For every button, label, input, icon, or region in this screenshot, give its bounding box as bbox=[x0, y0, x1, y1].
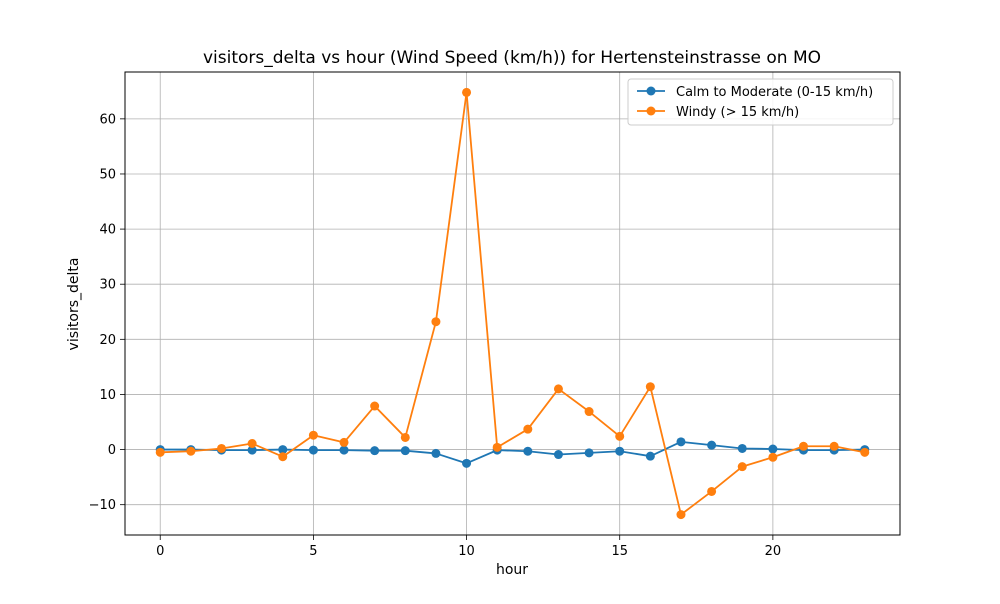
ticks: 0 5 10 15 20 −10 0 10 20 30 40 50 60 bbox=[89, 112, 782, 559]
legend-box bbox=[627, 78, 894, 126]
chart-title: visitors_delta vs hour (Wind Speed (km/h… bbox=[203, 48, 821, 68]
series-line-1 bbox=[160, 91, 865, 516]
data-point-1-20 bbox=[768, 452, 778, 462]
data-point-1-16 bbox=[645, 382, 655, 392]
data-point-1-22 bbox=[829, 441, 839, 451]
data-point-0-9 bbox=[431, 448, 441, 458]
plot-frame bbox=[124, 71, 901, 536]
data-point-0-8 bbox=[400, 446, 410, 456]
y-tick-label: 30 bbox=[99, 278, 116, 293]
y-tick-label: 10 bbox=[99, 388, 116, 403]
data-point-0-13 bbox=[553, 450, 563, 460]
data-point-0-10 bbox=[462, 458, 472, 468]
data-point-1-5 bbox=[308, 430, 318, 440]
legend-marker-calm bbox=[646, 86, 656, 96]
data-point-1-15 bbox=[615, 431, 625, 441]
data-point-1-23 bbox=[860, 447, 870, 457]
y-tick-label: 0 bbox=[108, 443, 116, 458]
data-point-1-19 bbox=[737, 462, 747, 472]
y-axis-label: visitors_delta bbox=[66, 258, 82, 351]
data-point-1-18 bbox=[707, 486, 717, 496]
data-point-0-7 bbox=[370, 446, 380, 456]
data-point-1-8 bbox=[400, 432, 410, 442]
data-point-0-5 bbox=[308, 445, 318, 455]
series-layer bbox=[155, 87, 870, 520]
x-tick-label: 0 bbox=[156, 544, 164, 559]
series-line-0 bbox=[160, 440, 865, 465]
data-point-1-21 bbox=[799, 441, 809, 451]
data-point-1-12 bbox=[523, 424, 533, 434]
x-tick-label: 20 bbox=[765, 544, 782, 559]
data-point-1-2 bbox=[216, 443, 226, 453]
data-point-0-17 bbox=[676, 437, 686, 447]
data-point-0-20 bbox=[768, 444, 778, 454]
data-point-0-4 bbox=[278, 445, 288, 455]
x-tick-label: 10 bbox=[458, 544, 475, 559]
data-point-0-18 bbox=[707, 440, 717, 450]
data-point-1-7 bbox=[370, 401, 380, 411]
data-point-0-15 bbox=[615, 446, 625, 456]
data-point-1-9 bbox=[431, 317, 441, 327]
data-point-1-10 bbox=[462, 87, 472, 97]
legend: Calm to Moderate (0-15 km/h) Windy (> 15… bbox=[627, 78, 894, 126]
data-point-1-11 bbox=[492, 442, 502, 452]
data-point-0-14 bbox=[584, 448, 594, 458]
data-point-0-3 bbox=[247, 445, 257, 455]
data-point-1-1 bbox=[186, 446, 196, 456]
legend-label-windy: Windy (> 15 km/h) bbox=[676, 105, 799, 120]
y-tick-label: 50 bbox=[99, 167, 116, 182]
data-point-1-4 bbox=[278, 452, 288, 462]
y-tick-label: 40 bbox=[99, 223, 116, 238]
data-point-1-13 bbox=[553, 384, 563, 394]
data-point-1-6 bbox=[339, 437, 349, 447]
data-point-1-0 bbox=[155, 447, 165, 457]
y-tick-label: 20 bbox=[99, 333, 116, 348]
data-point-1-3 bbox=[247, 439, 257, 449]
y-tick-label: −10 bbox=[89, 498, 116, 513]
legend-marker-windy bbox=[646, 106, 656, 116]
y-tick-label: 60 bbox=[99, 112, 116, 127]
x-tick-label: 5 bbox=[309, 544, 317, 559]
data-point-1-14 bbox=[584, 407, 594, 417]
x-tick-label: 15 bbox=[611, 544, 628, 559]
data-point-1-17 bbox=[676, 510, 686, 520]
data-point-0-6 bbox=[339, 445, 349, 455]
x-axis-label: hour bbox=[496, 562, 528, 578]
data-point-0-19 bbox=[737, 443, 747, 453]
legend-label-calm: Calm to Moderate (0-15 km/h) bbox=[676, 85, 873, 100]
data-point-0-12 bbox=[523, 446, 533, 456]
data-point-0-16 bbox=[645, 451, 655, 461]
